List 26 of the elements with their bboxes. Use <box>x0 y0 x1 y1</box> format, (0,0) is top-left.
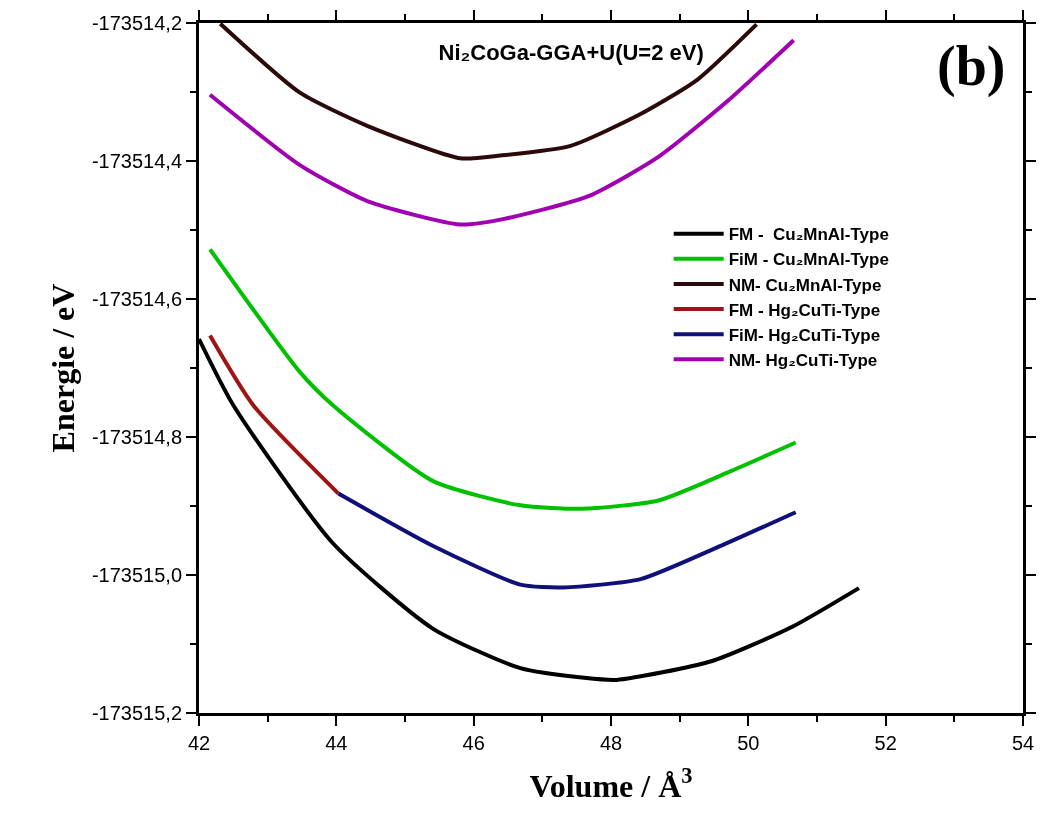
annotation: (b) <box>937 35 1006 98</box>
legend-label: FiM- Hg₂CuTi-Type <box>728 325 881 345</box>
y-tick-label: -173514,6 <box>91 288 182 310</box>
y-tick-label: -173514,2 <box>91 12 182 34</box>
x-axis-title: Volume / Å$^{3}$ <box>529 763 693 804</box>
legend-label: FM - Cu₂MnAl-Type <box>728 225 889 245</box>
line-series <box>218 23 759 161</box>
x-tick-label: 46 <box>462 732 485 754</box>
x-tick-label: 42 <box>187 732 211 754</box>
x-tick-label: 44 <box>325 732 348 754</box>
y-tick-label: -173515,0 <box>91 564 182 586</box>
x-tick-label: 50 <box>737 732 760 754</box>
y-tick-label: -173515,2 <box>91 702 182 724</box>
x-tick-label: 52 <box>874 732 897 754</box>
line-series <box>336 491 798 590</box>
text: Ni₂CoGa-GGA+U(U=2 eV) <box>438 40 704 66</box>
legend-label: FM - Hg₂CuTi-Type <box>728 300 881 320</box>
legend-label: NM- Cu₂MnAl-Type <box>728 275 882 295</box>
x-tick-label: 54 <box>1011 732 1035 754</box>
x-tick-label: 48 <box>599 732 623 754</box>
legend-label: FiM - Cu₂MnAl-Type <box>728 250 889 270</box>
y-tick-label: -173514,8 <box>91 426 182 448</box>
y-axis-title: Energie / eV <box>45 283 82 453</box>
y-tick-label: -173514,4 <box>91 150 182 172</box>
line-series <box>207 38 796 227</box>
legend-label: NM- Hg₂CuTi-Type <box>728 350 878 370</box>
